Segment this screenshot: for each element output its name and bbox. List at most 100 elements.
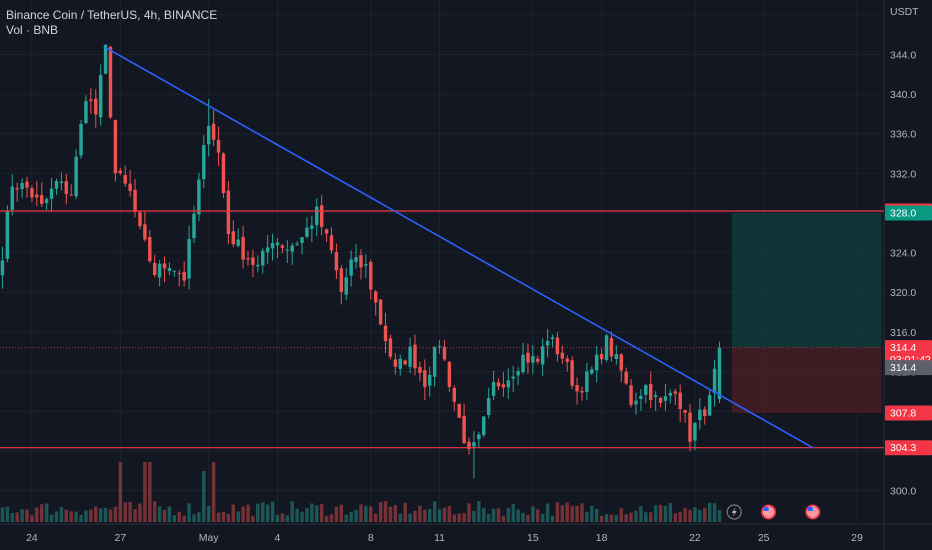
candle-body xyxy=(540,346,545,365)
candle xyxy=(560,345,565,364)
volume-bar xyxy=(54,511,59,522)
candle xyxy=(182,261,186,287)
candle-body xyxy=(570,360,574,386)
candle-body xyxy=(447,362,452,387)
candle xyxy=(305,217,309,239)
candle-body xyxy=(118,170,123,174)
candle-body xyxy=(275,242,280,246)
candle-body xyxy=(703,409,707,416)
volume-bar xyxy=(359,504,363,522)
volume-bar xyxy=(398,513,402,522)
volume-bar xyxy=(123,502,127,522)
price-tag-bg xyxy=(885,360,932,376)
candle-body xyxy=(506,380,511,388)
volume-bar xyxy=(373,513,378,522)
price-tag-text: 304.3 xyxy=(890,442,916,454)
volume-bar xyxy=(550,515,555,522)
candle xyxy=(236,228,240,248)
volume-bar xyxy=(143,462,147,522)
candle-body xyxy=(496,382,501,387)
candle-body xyxy=(157,263,162,278)
volume-bar xyxy=(339,504,344,522)
candle xyxy=(310,215,314,242)
candle-body xyxy=(663,396,668,401)
volume-bar xyxy=(108,509,113,522)
volume-bar xyxy=(305,508,309,522)
volume-bar xyxy=(565,502,569,522)
volume-bar xyxy=(256,503,260,522)
candle-body xyxy=(148,236,152,262)
candle-body xyxy=(79,123,83,156)
candle xyxy=(403,359,407,366)
candle-body xyxy=(550,337,555,340)
candle-body xyxy=(315,206,319,226)
candle-body xyxy=(324,229,329,234)
candle xyxy=(663,383,668,411)
candle-body xyxy=(428,374,432,386)
candle-body xyxy=(639,395,643,399)
candle xyxy=(216,126,221,167)
volume-bar xyxy=(226,513,231,522)
candle xyxy=(550,334,555,347)
volume-bar xyxy=(658,504,663,522)
candle-body xyxy=(526,352,530,363)
candle-body xyxy=(673,391,677,394)
volume-bar xyxy=(246,504,250,522)
volume-bar xyxy=(79,514,83,522)
candle xyxy=(599,348,604,365)
volume-bar xyxy=(570,505,574,522)
candle xyxy=(457,403,461,418)
candle xyxy=(35,180,39,207)
candle xyxy=(5,205,10,263)
volume-bar xyxy=(383,501,388,522)
candle-body xyxy=(300,237,304,243)
candle xyxy=(10,174,14,216)
candle-body xyxy=(246,258,250,260)
candle-body xyxy=(270,243,275,249)
volume-bar xyxy=(432,501,437,522)
candle-body xyxy=(344,277,348,295)
candle-body xyxy=(678,392,682,409)
us-flag-icon xyxy=(805,504,821,520)
volume-bar xyxy=(428,509,432,522)
volume-bar xyxy=(369,506,373,522)
volume-bar xyxy=(128,501,132,522)
candle-body xyxy=(565,358,569,362)
volume-bar xyxy=(138,503,142,522)
volume-bar xyxy=(354,509,358,522)
volume-bar xyxy=(688,509,692,522)
candle xyxy=(526,343,530,374)
candle xyxy=(157,259,162,287)
volume-bar xyxy=(295,508,299,522)
volume-bar xyxy=(344,514,348,522)
volume-bar xyxy=(15,512,19,522)
candle xyxy=(79,119,83,159)
candle-body xyxy=(545,340,550,346)
candle-body xyxy=(486,397,491,415)
time-tick-label: 15 xyxy=(527,532,539,544)
volume-bar xyxy=(207,506,211,522)
volume-bar xyxy=(580,503,584,522)
price-tick-label: 340.0 xyxy=(890,89,916,101)
volume-bar xyxy=(162,509,167,522)
candle xyxy=(84,95,88,125)
volume-bar xyxy=(40,504,44,522)
candle-body xyxy=(437,346,442,348)
candle-body xyxy=(108,46,113,118)
volume-bar xyxy=(521,512,525,522)
volume-bar xyxy=(629,512,633,522)
price-tag: 304.3 xyxy=(885,440,932,456)
candle-body xyxy=(261,250,265,266)
volume-bar xyxy=(0,507,5,522)
volume-bar xyxy=(152,501,157,522)
candle xyxy=(570,356,574,390)
candle xyxy=(251,249,255,278)
volume-bar xyxy=(280,513,285,522)
candle xyxy=(516,367,520,386)
volume-bar xyxy=(717,509,722,522)
volume-bar xyxy=(673,513,677,522)
candle-body xyxy=(177,273,181,275)
volume-bar xyxy=(30,515,34,522)
volume-bar xyxy=(482,507,486,522)
